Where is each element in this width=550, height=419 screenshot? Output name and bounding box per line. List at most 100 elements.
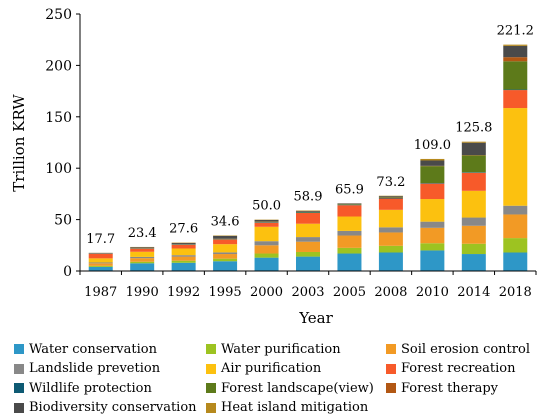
legend-swatch (206, 402, 216, 413)
x-ticks: 1987 1990 1992 1995 2000 2003 2005 2008 2010 2014… (79, 271, 537, 300)
bar-segment (254, 257, 279, 271)
bar-segment (378, 227, 403, 233)
legend-swatch (206, 344, 216, 355)
legend-swatch (206, 383, 216, 394)
legend-item: Wildlife protection (14, 379, 206, 398)
legend-label: Forest therapy (401, 380, 498, 396)
bar-segment (130, 261, 155, 264)
bar-segment (461, 254, 486, 271)
legend-item: Biodiversity conservation (14, 399, 206, 418)
x-tick-label: 2010 (416, 285, 449, 300)
total-label: 50.0 (252, 199, 281, 214)
bar-segment (503, 90, 528, 109)
bar-segment (378, 198, 403, 199)
bar-segment (171, 248, 196, 256)
bar-segment (254, 253, 279, 258)
bar-segment (503, 108, 528, 206)
bar-segment (88, 262, 113, 264)
bar-segment (88, 265, 113, 267)
bar-segment (420, 243, 445, 251)
bar-segment (461, 243, 486, 255)
bar-segment (503, 214, 528, 239)
bar-segment (130, 248, 155, 252)
legend-label: Forest recreation (401, 361, 516, 377)
bar-segment (254, 226, 279, 242)
legend-swatch (386, 344, 396, 355)
bar-segment (296, 212, 320, 224)
legend-swatch (386, 363, 396, 374)
bar-segment (378, 198, 403, 210)
total-label: 23.4 (128, 226, 157, 241)
bar-segment (420, 166, 445, 184)
bar-segment (420, 199, 445, 222)
y-axis-title: Trillion KRW (10, 94, 28, 192)
bar-segment (461, 190, 486, 218)
legend-item: Landslide prevetion (14, 360, 206, 379)
bar-segment (337, 247, 362, 254)
bar-segment (171, 256, 196, 261)
legend-item: Heat island mitigation (206, 399, 386, 418)
bar-segment (378, 245, 403, 253)
legend-label: Forest landscape(view) (221, 380, 374, 396)
legend-swatch (14, 402, 24, 413)
total-label: 65.9 (335, 182, 364, 197)
x-tick-label: 2005 (333, 285, 366, 300)
bar-segment (213, 244, 238, 253)
y-tick-label: 150 (45, 110, 72, 126)
bar-segment (461, 172, 486, 191)
bar-segment (296, 211, 320, 213)
bar-segment (171, 243, 196, 245)
legend-item: Forest landscape(view) (206, 379, 386, 398)
bar-segment (88, 253, 113, 259)
bar-segment (503, 252, 528, 271)
legend-swatch (386, 383, 396, 394)
y-tick-label: 100 (45, 161, 72, 177)
bar-segment (337, 235, 362, 248)
bar-segment (461, 172, 486, 173)
bar-segment (420, 158, 445, 161)
legend-item: Forest therapy (386, 379, 536, 398)
legend-swatch (14, 383, 24, 394)
bar-segment (254, 219, 279, 222)
legend-label: Landslide prevetion (29, 361, 161, 377)
x-tick-label: 1992 (167, 285, 200, 300)
bar-segment (378, 197, 403, 199)
x-tick-label: 2008 (374, 285, 407, 300)
bar-segment (130, 247, 155, 249)
bar-segment (130, 251, 155, 257)
legend-label: Biodiversity conservation (29, 400, 197, 416)
legend-item: Air purification (206, 360, 386, 379)
bar-segment (130, 258, 155, 262)
bar-segment (254, 221, 279, 223)
bar-segment (461, 225, 486, 244)
bar-segment (296, 251, 320, 257)
bar-segment (296, 237, 320, 242)
x-tick-label: 2014 (457, 285, 490, 300)
total-label: 73.2 (376, 175, 405, 190)
legend-label: Soil erosion control (401, 341, 530, 357)
bar-segment (420, 227, 445, 244)
x-tick-label: 1990 (126, 285, 159, 300)
bar-segment (254, 245, 279, 254)
x-tick-label: 1995 (209, 285, 242, 300)
y-tick-label: 50 (54, 213, 72, 229)
legend-item: Water conservation (14, 340, 206, 359)
total-label: 125.8 (455, 121, 492, 136)
bar-segment (171, 255, 196, 257)
x-tick-label: 2003 (291, 285, 324, 300)
bar-segment (171, 244, 196, 249)
y-tick-label: 200 (45, 58, 72, 74)
y-tick-label: 0 (63, 264, 72, 280)
bar-segment (88, 258, 113, 263)
bar-segment (337, 205, 362, 217)
bar-segment (420, 221, 445, 228)
total-label: 58.9 (294, 189, 323, 204)
bar-segment (503, 238, 528, 253)
bar-segment (420, 250, 445, 271)
bars-layer (88, 44, 528, 271)
bar-segment (337, 204, 362, 205)
legend-item: Forest recreation (386, 360, 536, 379)
bar-segment (420, 183, 445, 184)
bar-segment (213, 254, 238, 259)
bar-segment (503, 45, 528, 58)
